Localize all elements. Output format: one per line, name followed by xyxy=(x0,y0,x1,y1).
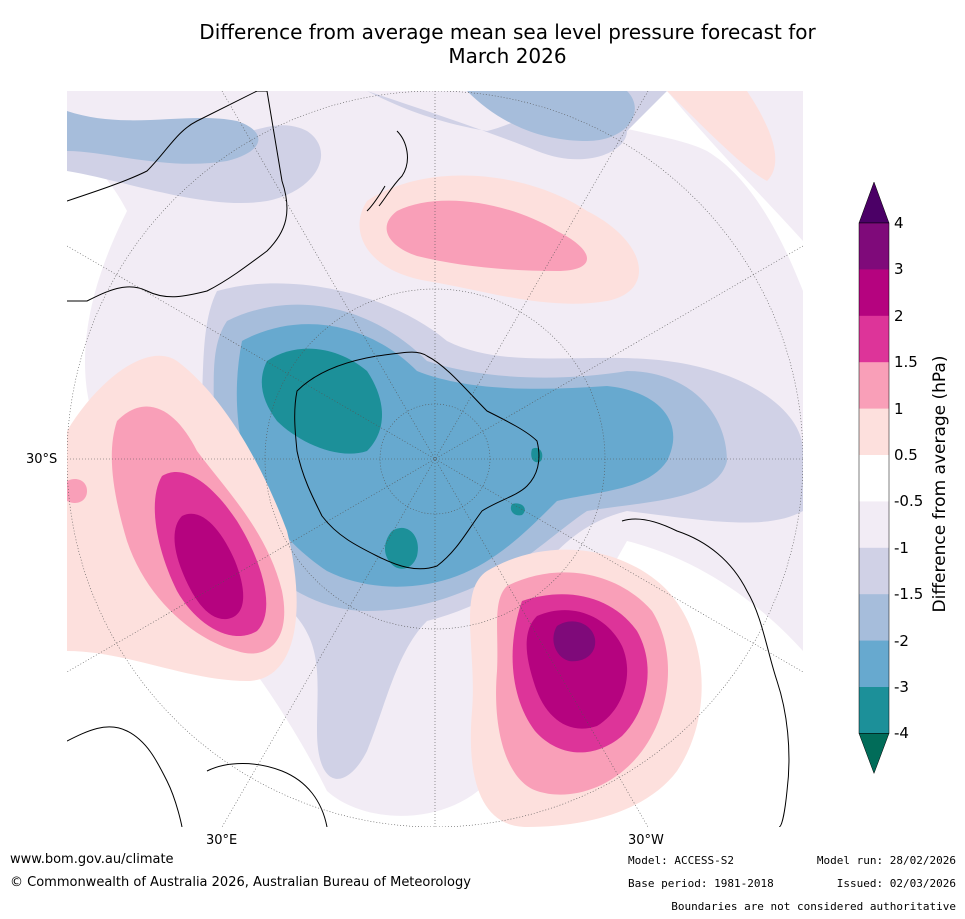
footer-copyright: © Commonwealth of Australia 2026, Austra… xyxy=(10,875,471,890)
colorbar-extend-max xyxy=(858,181,890,224)
colorbar-tick-label: -2 xyxy=(894,631,909,650)
longitude-label-30e: 30°E xyxy=(206,833,238,848)
colorbar xyxy=(858,181,890,775)
colorbar-segment xyxy=(859,408,889,456)
colorbar-tick-label: 0.5 xyxy=(894,446,918,464)
graticule xyxy=(67,91,803,827)
footer-disclaimer: Boundaries are not considered authoritat… xyxy=(671,900,956,913)
latitude-label-30s: 30°S xyxy=(26,452,58,467)
colorbar-segment xyxy=(859,315,889,363)
africa-coast xyxy=(67,726,183,827)
colorbar-segment xyxy=(859,594,889,642)
colorbar-segment xyxy=(859,223,889,270)
colorbar-tick-label: 4 xyxy=(894,214,904,232)
pressure-anomaly-map xyxy=(67,91,803,827)
colorbar-title: Difference from average (hPa) xyxy=(930,355,950,613)
colorbar-tick-label: -1.5 xyxy=(894,585,924,604)
colorbar-tick-label: -4 xyxy=(894,724,909,743)
footer-base-period: Base period: 1981-2018 xyxy=(628,877,774,890)
footer-model: Model: ACCESS-S2 xyxy=(628,854,734,867)
antarctica-coast xyxy=(294,351,540,570)
colorbar-segment xyxy=(859,501,889,549)
colorbar-segment xyxy=(859,640,889,688)
colorbar-segment xyxy=(859,547,889,595)
title-line-2: March 2026 xyxy=(448,44,567,68)
colorbar-extend-min xyxy=(858,733,890,775)
footer-issued: Issued: 02/03/2026 xyxy=(836,877,956,890)
colorbar-tick-label: 2 xyxy=(894,306,904,325)
footer-url: www.bom.gov.au/climate xyxy=(10,852,174,867)
new-zealand-coast xyxy=(366,130,408,212)
anomaly-field-positive xyxy=(67,91,776,827)
coastlines xyxy=(67,91,790,827)
colorbar-segment xyxy=(859,362,889,410)
colorbar-tick-label: -3 xyxy=(894,678,909,696)
chart-title: Difference from average mean sea level p… xyxy=(0,20,965,68)
footer-model-run: Model run: 28/02/2026 xyxy=(816,854,956,867)
colorbar-tick-label: 1 xyxy=(894,399,904,418)
colorbar-segment xyxy=(859,269,889,317)
colorbar-tick-label: 1.5 xyxy=(894,353,918,372)
australia-coast xyxy=(67,91,288,302)
colorbar-tick-label: -0.5 xyxy=(894,492,924,511)
title-line-1: Difference from average mean sea level p… xyxy=(199,20,816,44)
longitude-label-30w: 30°W xyxy=(628,833,664,848)
colorbar-segment xyxy=(859,687,889,734)
colorbar-tick-label: 3 xyxy=(894,260,904,279)
colorbar-segment xyxy=(859,455,889,502)
south-america-coast xyxy=(621,518,790,827)
colorbar-tick-label: -1 xyxy=(894,538,909,557)
